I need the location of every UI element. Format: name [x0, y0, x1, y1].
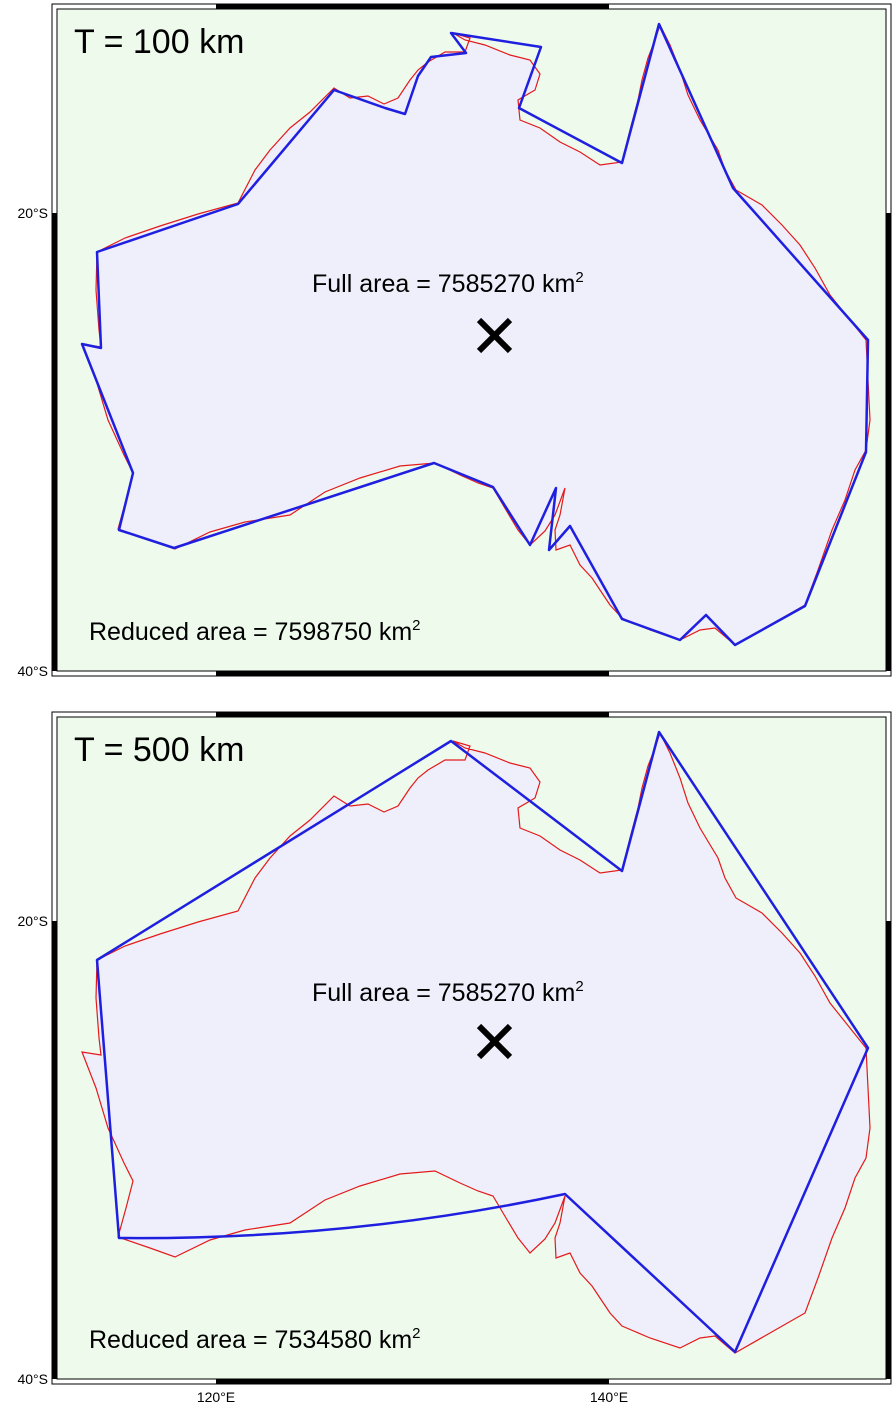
lon-tick-120e: 120°E	[197, 1389, 235, 1405]
simplified-outline	[95, 730, 870, 1354]
reduced-area-label: Reduced area = 7598750 km2	[89, 617, 421, 646]
centroid-marker	[476, 317, 513, 354]
frame-bar-right	[886, 921, 891, 1379]
lat-tick-20s: 20°S	[17, 205, 48, 221]
frame-bar-top	[216, 712, 609, 717]
lon-tick-140e: 140°E	[590, 1389, 628, 1405]
lat-tick-40s: 40°S	[17, 663, 48, 679]
frame-bar-bottom	[216, 1379, 609, 1384]
reduced-area-label: Reduced area = 7534580 km2	[89, 1325, 421, 1354]
panel-title: T = 500 km	[74, 731, 244, 769]
centroid-marker	[476, 1023, 513, 1060]
frame-bar-left	[52, 213, 57, 671]
panel-title: T = 100 km	[74, 23, 244, 61]
frame-bar-bottom	[216, 671, 609, 676]
frame-bar-left	[52, 921, 57, 1379]
lat-tick-40s: 40°S	[17, 1371, 48, 1387]
full-area-label: Full area = 7585270 km2	[312, 269, 584, 298]
frame-bar-top	[216, 4, 609, 9]
lat-tick-20s: 20°S	[17, 913, 48, 929]
full-area-label: Full area = 7585270 km2	[312, 978, 584, 1007]
map-panel-t500: T = 500 km Full area = 7585270 km2 Reduc…	[17, 711, 892, 1387]
simplified-outline	[80, 22, 870, 647]
frame-bar-right	[886, 213, 891, 671]
map-panel-t100: T = 100 km Full area = 7585270 km2 Reduc…	[17, 3, 892, 679]
